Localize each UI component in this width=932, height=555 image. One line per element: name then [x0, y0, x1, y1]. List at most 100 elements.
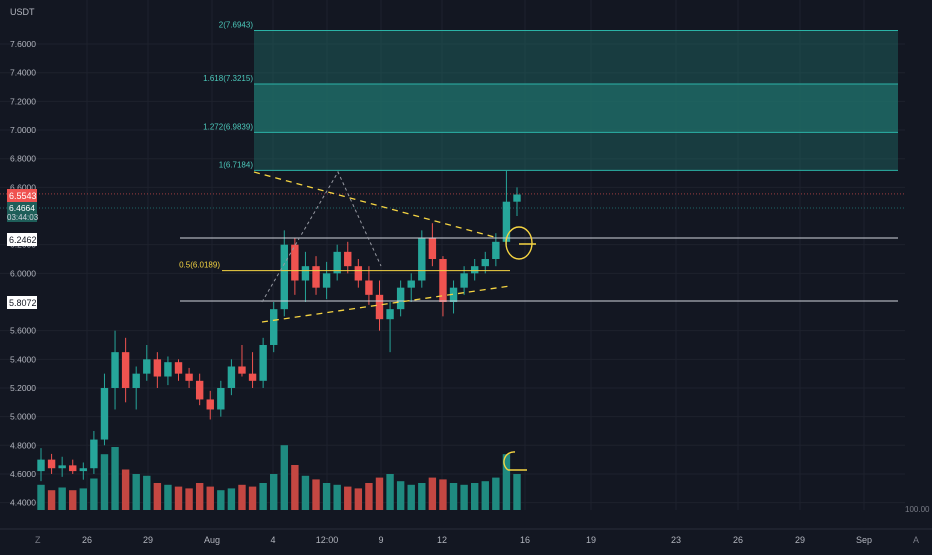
volume-bar	[270, 474, 278, 510]
volume-bar	[132, 474, 140, 510]
volume-bar	[428, 477, 437, 510]
y-tick-label: 5.2000	[10, 383, 36, 393]
fib-extension[interactable]: 2(7.6943) 1.618(7.3215) 1.272(6.9839) 1(6.7…	[203, 21, 898, 171]
fib-zone-middle	[254, 83, 898, 133]
candle-body	[79, 468, 88, 472]
volume-bar	[195, 483, 204, 510]
fib-label: 1.618(7.3215)	[203, 74, 253, 83]
mid-line-label: 0.5(6.0189)	[179, 261, 220, 270]
candle-body	[396, 287, 405, 310]
x-tick-label: 23	[671, 535, 681, 545]
volume-bars	[37, 445, 521, 510]
auto-scale-button[interactable]: A	[913, 535, 919, 545]
volume-bar	[333, 484, 341, 510]
candle-body	[227, 366, 236, 388]
x-tick-label: 12:00	[316, 535, 339, 545]
volume-bar	[111, 447, 119, 510]
x-tick-label: 26	[733, 535, 743, 545]
volume-bar	[206, 486, 214, 510]
volume-bar	[301, 475, 310, 510]
volume-bar	[513, 474, 521, 510]
volume-scale-label: 100.00	[905, 505, 930, 514]
candle-body	[195, 380, 204, 400]
volume-bar	[227, 488, 236, 510]
candle-body	[407, 280, 415, 288]
candle-body	[439, 259, 447, 302]
volume-bar	[492, 477, 500, 510]
fib-label: 1(6.7184)	[219, 160, 254, 169]
volume-bar	[259, 483, 267, 510]
y-tick-label: 5.4000	[10, 354, 36, 364]
volume-bar	[121, 469, 130, 510]
volume-bar	[58, 487, 66, 510]
candle-body	[470, 266, 479, 274]
x-tick-label: Sep	[856, 535, 872, 545]
last-price-tag: 6.5543	[9, 191, 37, 201]
volume-bar	[449, 483, 458, 510]
candle-body	[449, 287, 458, 302]
x-tick-label: 4	[270, 535, 275, 545]
y-tick-label: 7.4000	[10, 68, 36, 78]
fib-label: 2(7.6943)	[219, 21, 254, 30]
fib-label: 1.272(6.9839)	[203, 122, 253, 131]
y-tick-label: 7.2000	[10, 96, 36, 106]
y-tick-label: 6.0000	[10, 268, 36, 278]
timezone-button[interactable]: Z	[35, 535, 41, 545]
candle-body	[418, 237, 426, 281]
volume-bar	[418, 483, 426, 510]
volume-arc	[503, 451, 516, 471]
currency-label: USDT	[10, 7, 35, 17]
candle-body	[301, 266, 310, 281]
x-tick-label: 19	[586, 535, 596, 545]
candle-body	[111, 352, 119, 388]
resistance-tag-bg	[7, 233, 37, 246]
candle-body	[354, 266, 363, 281]
y-tick-label: 6.8000	[10, 154, 36, 164]
volume-bar	[69, 490, 77, 510]
volume-bar	[354, 488, 363, 510]
x-tick-label: Aug	[204, 535, 220, 545]
volume-bar	[386, 474, 394, 510]
drawings[interactable]: 0.5(6.0189)	[0, 170, 905, 471]
y-tick-label: 7.6000	[10, 39, 36, 49]
candle-body	[312, 266, 320, 288]
axes: USDT 100.00 Z A 7.6000 7.4000 7.2000 7.0000…	[0, 7, 932, 545]
y-tick-label: 4.4000	[10, 498, 36, 508]
candle-body	[164, 362, 172, 377]
volume-bar	[164, 484, 172, 510]
y-tick-label: 7.0000	[10, 125, 36, 135]
candle-body	[460, 273, 468, 288]
y-tick-label: 5.0000	[10, 412, 36, 422]
volume-bar	[470, 483, 479, 510]
candle-body	[280, 244, 288, 310]
candles[interactable]	[37, 170, 521, 482]
volume-bar	[502, 454, 511, 510]
candle-body	[58, 465, 66, 469]
fib-zone-upper	[254, 30, 898, 84]
volume-bar	[375, 477, 384, 510]
volume-bar	[248, 486, 257, 510]
volume-bar	[90, 478, 98, 510]
candle-body	[174, 362, 183, 374]
candle-body	[248, 373, 257, 381]
volume-bar	[37, 484, 45, 510]
candle-body	[69, 465, 77, 472]
y-tick-label: 5.6000	[10, 326, 36, 336]
volume-bar	[365, 483, 373, 510]
candle-body	[492, 241, 500, 260]
x-tick-label: 29	[795, 535, 805, 545]
volume-bar	[481, 481, 489, 510]
candle-body	[502, 201, 511, 242]
volume-bar	[344, 486, 352, 510]
candle-body	[375, 294, 384, 320]
last-price-tag-bg	[7, 189, 37, 202]
candle-body	[481, 259, 489, 267]
bid-tag-bg	[7, 202, 37, 222]
volume-bar	[143, 475, 151, 510]
support-tag-bg	[7, 296, 37, 309]
candle-body	[428, 237, 437, 260]
candle-body	[238, 366, 246, 374]
candle-body	[259, 344, 267, 381]
